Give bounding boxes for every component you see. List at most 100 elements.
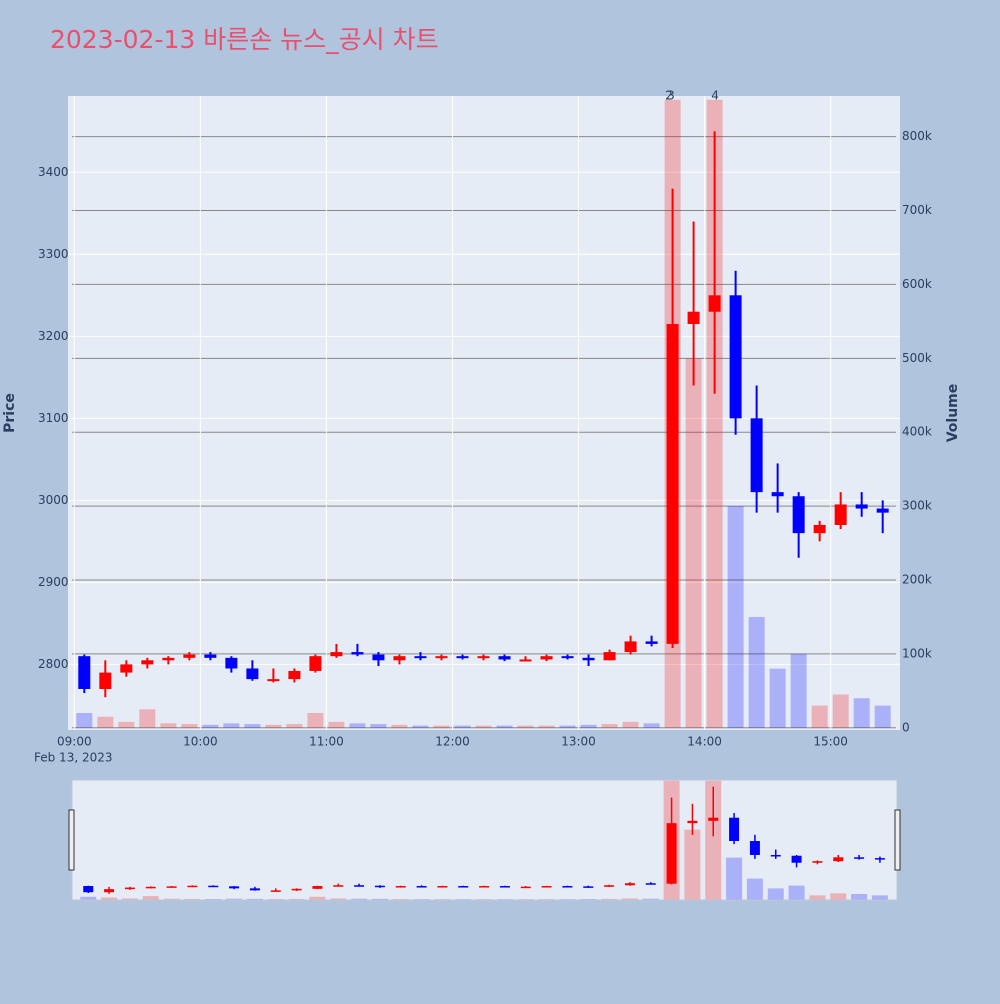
volume-bar [539, 726, 555, 728]
candle-body [288, 671, 300, 679]
slider-candle-body [167, 886, 177, 888]
volume-bar [349, 723, 365, 727]
volume-bar [370, 724, 386, 728]
slider-volume-bar [747, 879, 763, 900]
candle-body [583, 658, 595, 660]
slider-candle-body [417, 886, 427, 888]
candle-body [730, 295, 742, 418]
slider-handle [69, 810, 74, 870]
volume-bar [76, 713, 92, 728]
candle-body [267, 679, 279, 681]
candle-body [625, 641, 637, 652]
volume-bar [644, 723, 660, 727]
candle-body [183, 655, 195, 658]
slider-candle-body [146, 887, 156, 889]
slider-volume-bar [830, 893, 846, 899]
slider-volume-bar [247, 899, 263, 900]
slider-candle-body [396, 886, 406, 888]
candle-body [435, 656, 447, 658]
range-slider [72, 780, 897, 900]
slider-volume-bar [872, 895, 888, 899]
x-tick-label: 12:00 [435, 735, 470, 749]
slider-volume-bar [726, 858, 742, 900]
volume-bar [160, 723, 176, 727]
slider-candle-body [500, 886, 510, 888]
candle-body [162, 658, 174, 660]
slider-candle-body [271, 890, 281, 892]
y2-tick-label: 300k [902, 499, 932, 513]
y2-tick-label: 500k [902, 351, 932, 365]
slider-volume-bar [289, 899, 305, 900]
slider-candle-body [521, 887, 531, 889]
slider-volume-bar [643, 899, 659, 900]
slider-candle-body [646, 883, 656, 885]
y2-tick-label: 800k [902, 129, 932, 143]
volume-bar [602, 724, 618, 728]
volume-bar [433, 726, 449, 728]
candle-body [520, 659, 532, 661]
slider-candle-body [437, 886, 447, 888]
candle-body [856, 504, 868, 508]
y-axis-title: Price [2, 393, 18, 433]
y-tick-label: 3300 [38, 247, 69, 261]
candle-body [414, 656, 426, 658]
slider-volume-bar [101, 897, 117, 899]
volume-bar [833, 695, 849, 728]
y-tick-label: 3400 [38, 165, 69, 179]
volume-bar [749, 617, 765, 728]
x-tick-label: 10:00 [183, 735, 218, 749]
slider-candle-body [667, 823, 677, 884]
volume-bar [286, 724, 302, 728]
candle-body [99, 673, 111, 689]
x-tick-label: 14:00 [687, 735, 722, 749]
slider-volume-bar [372, 899, 388, 900]
candle-body [667, 324, 679, 644]
slider-volume-bar [205, 899, 221, 900]
slider-volume-bar [330, 898, 346, 899]
x-date-label: Feb 13, 2023 [34, 751, 113, 765]
volume-bar [791, 654, 807, 728]
slider-candle-body [687, 821, 697, 823]
slider-volume-bar [226, 899, 242, 900]
slider-volume-bar [789, 886, 805, 900]
slider-candle-body [771, 855, 781, 857]
slider-candle-body [229, 886, 239, 888]
slider-candle-body [792, 856, 802, 863]
candle-body [477, 656, 489, 658]
volume-bar [518, 726, 534, 728]
slider-candle-body [292, 889, 302, 891]
slider-volume-bar [122, 898, 138, 899]
slider-candle-body [708, 818, 718, 821]
candle-body [751, 418, 763, 492]
candle-body [225, 658, 237, 669]
volume-bar [412, 726, 428, 728]
slider-volume-bar [351, 899, 367, 900]
y-tick-label: 2800 [38, 657, 69, 671]
y2-tick-label: 700k [902, 203, 932, 217]
volume-bar [118, 722, 134, 728]
candle-body [141, 660, 153, 664]
annotation: 3 [667, 89, 675, 103]
volume-bar [454, 726, 470, 728]
volume-bar [265, 725, 281, 728]
plot-area [68, 96, 900, 730]
y2-tick-label: 600k [902, 277, 932, 291]
slider-volume-bar [143, 896, 159, 899]
slider-candle-body [875, 858, 885, 860]
volume-bar [686, 358, 702, 727]
slider-candle-body [83, 886, 93, 892]
candle-body [688, 312, 700, 324]
candle-body [835, 504, 847, 525]
slider-volume-bar [768, 888, 784, 899]
candle-body [456, 656, 468, 658]
y-tick-label: 3200 [38, 329, 69, 343]
chart-title: 2023-02-13 바른손 뉴스_공시 차트 [50, 25, 439, 54]
candle-body [877, 509, 889, 513]
slider-candle-body [750, 841, 760, 855]
slider-candle-body [833, 857, 843, 861]
candle-body [772, 492, 784, 496]
volume-bar [328, 722, 344, 728]
y2-tick-label: 0 [902, 720, 910, 734]
slider-candle-body [250, 888, 260, 890]
